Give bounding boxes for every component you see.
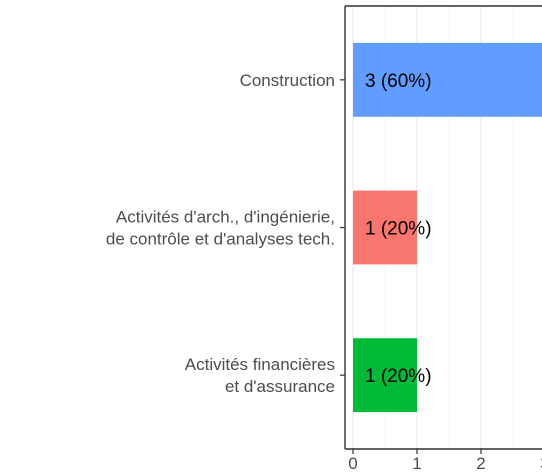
- bar-value-label: 1 (20%): [365, 219, 432, 240]
- bar: [353, 190, 417, 265]
- category-label: Activités financières: [185, 355, 335, 374]
- x-tick-label: 1: [412, 454, 421, 470]
- x-tick-label: 2: [476, 454, 485, 470]
- category-label: de contrôle et d'analyses tech.: [106, 230, 335, 249]
- bar: [353, 42, 542, 117]
- category-label: Activités d'arch., d'ingénierie,: [116, 208, 335, 227]
- bar-value-label: 1 (20%): [365, 366, 432, 387]
- category-label: Construction: [240, 71, 335, 90]
- category-label: et d'assurance: [225, 377, 335, 396]
- x-tick-label: 0: [348, 454, 357, 470]
- x-tick-label: 3: [540, 454, 542, 470]
- bar: [353, 338, 417, 413]
- bar-value-label: 3 (60%): [365, 71, 432, 92]
